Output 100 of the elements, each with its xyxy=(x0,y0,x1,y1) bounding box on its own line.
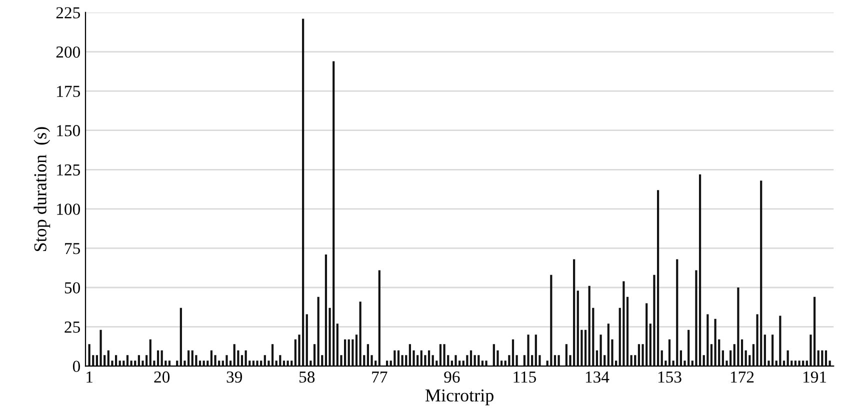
bar xyxy=(638,344,640,366)
bar xyxy=(817,350,820,366)
bar xyxy=(786,350,789,366)
bar xyxy=(565,344,568,366)
bar xyxy=(226,355,228,366)
bar xyxy=(584,330,587,366)
x-tick-label: 39 xyxy=(226,371,242,383)
bar xyxy=(688,330,690,366)
bar xyxy=(256,360,258,366)
bar xyxy=(660,350,663,366)
bar xyxy=(534,334,537,366)
bar xyxy=(698,174,702,366)
x-axis-title: Microtrip xyxy=(425,389,494,406)
bar xyxy=(405,355,408,366)
bar xyxy=(798,360,800,366)
bar xyxy=(558,355,560,366)
y-tick-label: 175 xyxy=(57,86,80,98)
y-tick-label: 50 xyxy=(64,282,80,294)
bar xyxy=(394,350,396,366)
bar xyxy=(114,355,118,366)
bar xyxy=(313,344,316,366)
bar xyxy=(646,303,648,366)
bar xyxy=(634,355,636,366)
bar xyxy=(554,355,556,366)
bar xyxy=(821,350,824,366)
bar xyxy=(210,350,213,366)
y-tick-label: 0 xyxy=(72,360,80,372)
bar xyxy=(160,350,163,366)
bar xyxy=(100,330,102,366)
bar xyxy=(676,259,678,366)
bar xyxy=(156,350,160,366)
bar xyxy=(512,339,514,366)
bar xyxy=(348,339,350,366)
bar xyxy=(191,350,194,366)
y-tick-label: 225 xyxy=(56,7,80,18)
bar xyxy=(336,324,338,366)
bar xyxy=(813,296,816,366)
y-tick-label: 150 xyxy=(57,125,80,136)
bar xyxy=(668,339,671,366)
bar xyxy=(359,302,362,366)
bar xyxy=(397,350,400,366)
bar xyxy=(714,318,716,366)
bar xyxy=(550,274,552,366)
bar xyxy=(600,334,602,366)
bar xyxy=(492,344,495,366)
x-tick-label: 77 xyxy=(372,372,388,383)
bar xyxy=(107,350,110,366)
bar xyxy=(378,270,380,366)
x-tick-label: 115 xyxy=(514,372,536,383)
x-tick-label: 20 xyxy=(154,371,170,383)
bar xyxy=(432,355,434,366)
bar xyxy=(656,190,660,366)
bar xyxy=(573,259,576,366)
bar xyxy=(126,355,129,366)
bar xyxy=(352,339,354,366)
bar xyxy=(332,61,335,366)
bar xyxy=(286,360,289,366)
bar xyxy=(408,344,411,366)
bar xyxy=(607,324,610,366)
bar xyxy=(420,350,422,366)
bar xyxy=(466,355,468,366)
bar xyxy=(302,18,304,366)
x-tick-label: 96 xyxy=(444,371,460,383)
x-tick-label: 153 xyxy=(658,371,682,383)
x-tick-label: 58 xyxy=(300,371,315,383)
bar xyxy=(279,355,282,366)
bar xyxy=(630,355,632,366)
bar xyxy=(306,314,308,366)
bar xyxy=(680,350,682,366)
bar xyxy=(576,290,579,366)
bar xyxy=(88,344,90,366)
bar xyxy=(355,334,358,366)
bar xyxy=(149,339,152,366)
y-tick-label: 125 xyxy=(57,164,80,176)
bar xyxy=(824,350,828,366)
bar xyxy=(779,316,782,366)
bar xyxy=(730,350,732,366)
bar xyxy=(324,254,328,366)
bar xyxy=(443,344,446,366)
bar xyxy=(344,339,346,366)
bar xyxy=(760,180,762,366)
y-tick-label: 75 xyxy=(65,243,80,254)
bar xyxy=(439,344,442,366)
y-tick-label: 100 xyxy=(57,204,80,215)
bar xyxy=(764,334,766,366)
x-tick-label: 191 xyxy=(804,371,826,383)
bar xyxy=(474,355,476,366)
bar xyxy=(454,355,457,366)
bar xyxy=(366,344,370,366)
bar xyxy=(271,344,274,366)
bar xyxy=(588,286,590,366)
bar xyxy=(737,288,740,366)
bar xyxy=(180,308,182,366)
bar xyxy=(188,350,190,366)
bar xyxy=(233,344,236,366)
bar xyxy=(744,350,747,366)
bar xyxy=(401,355,404,366)
bar xyxy=(470,350,472,366)
bar xyxy=(626,296,629,366)
x-tick-label: 172 xyxy=(730,371,754,383)
